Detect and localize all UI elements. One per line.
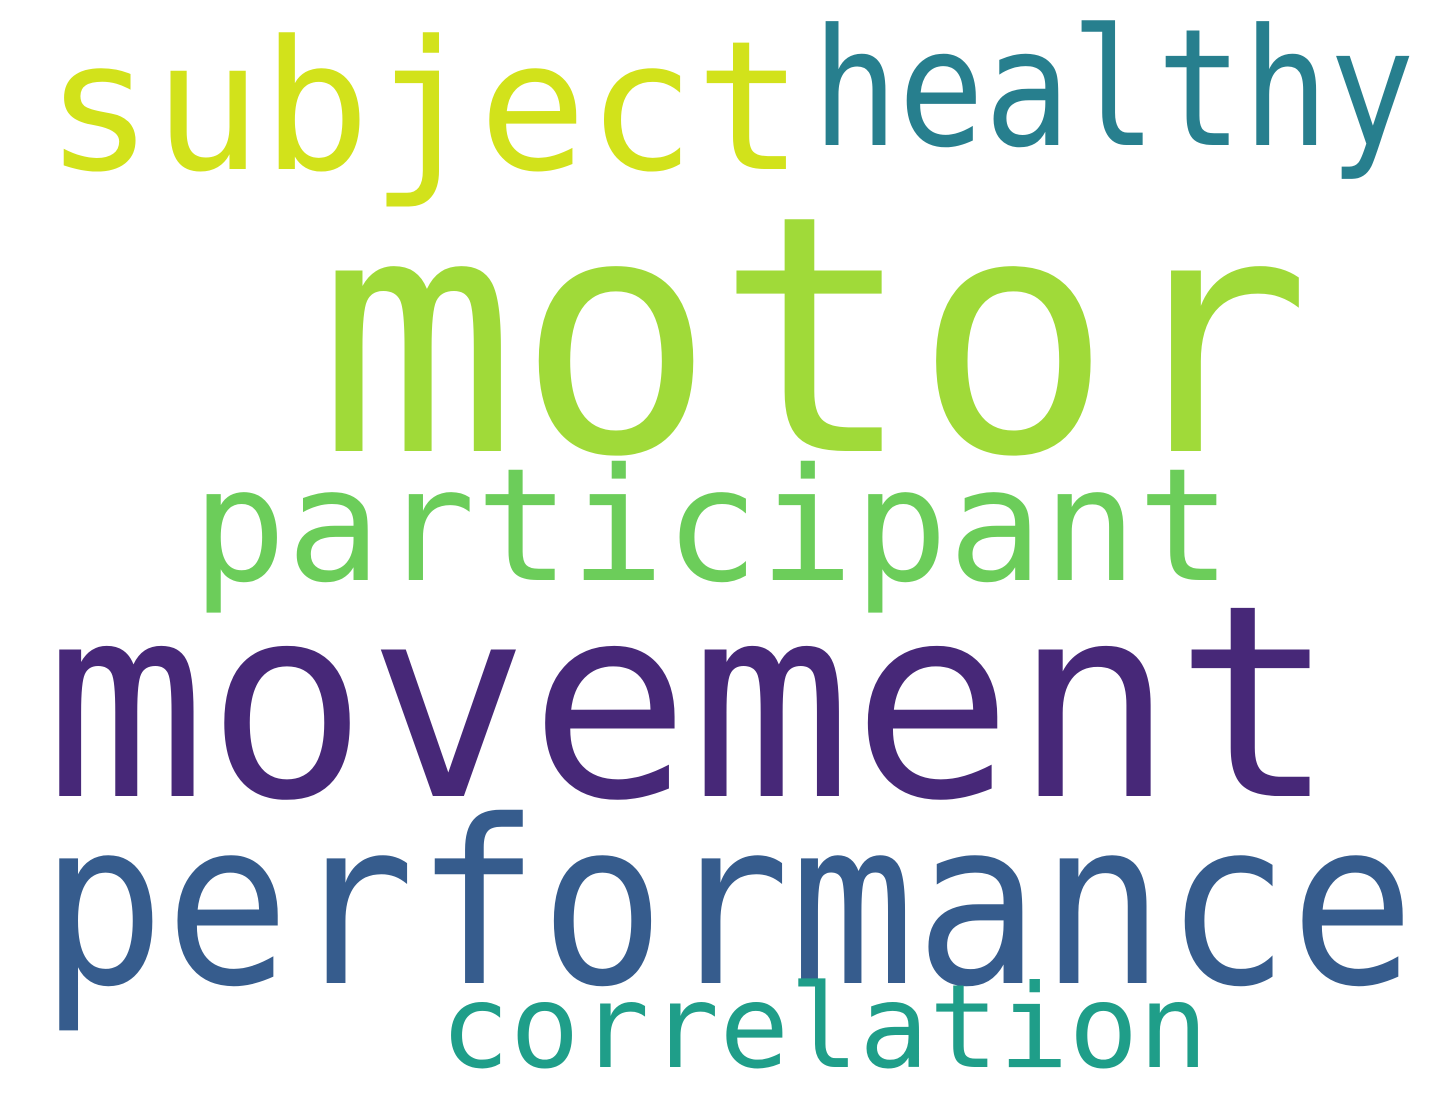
word-performance: performance: [40, 771, 1415, 1037]
word-correlation: correlation: [440, 960, 1209, 1095]
word-subject: subject: [45, 3, 804, 212]
word-motor: motor: [318, 145, 1312, 529]
word-participant: participant: [192, 435, 1232, 618]
word-healthy: healthy: [812, 0, 1415, 184]
word-movement: movement: [45, 548, 1336, 860]
